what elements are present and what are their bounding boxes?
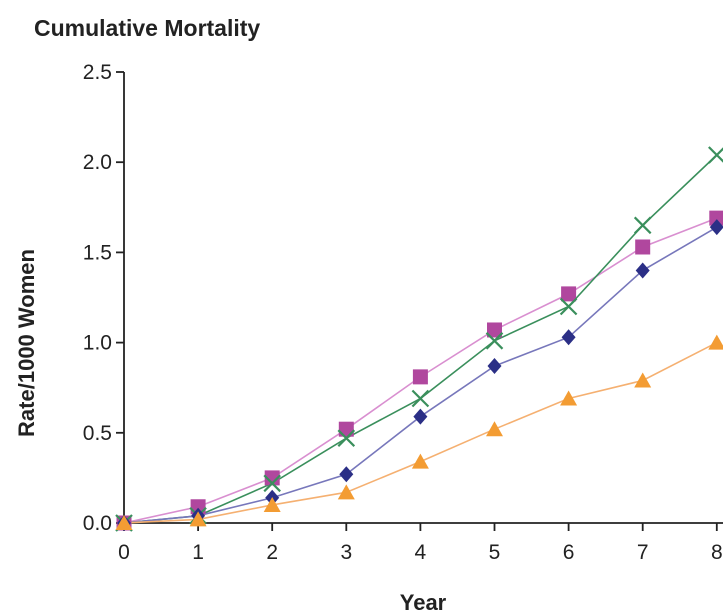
x-tick-label: 3 xyxy=(340,541,352,564)
x-tick-label: 4 xyxy=(415,541,427,564)
data-point-x-stroke xyxy=(559,297,578,316)
x-tick-label: 0 xyxy=(118,541,130,564)
data-point-triangle xyxy=(263,496,281,512)
chart-title: Cumulative Mortality xyxy=(34,15,260,41)
data-point-diamond xyxy=(413,408,428,425)
data-point-x xyxy=(411,389,430,408)
y-tick-label: 2.0 xyxy=(83,151,112,174)
data-point-triangle xyxy=(708,334,723,350)
y-tick-label: 1.5 xyxy=(83,241,112,264)
x-axis-label: Year xyxy=(400,590,447,615)
data-point-square xyxy=(264,470,280,486)
data-point-diamond xyxy=(635,262,650,279)
x-tick-label: 8 xyxy=(711,541,723,564)
data-point-square xyxy=(561,286,577,302)
axes xyxy=(123,72,723,524)
data-point-x-stroke xyxy=(337,429,356,447)
y-axis-label: Rate/1000 Women xyxy=(14,249,39,437)
data-point-x xyxy=(708,146,723,164)
tick-group: 0.0 0.5 1.0 1.5 2.0 2.5 0 1 2 3 4 5 6 7 8 xyxy=(83,61,723,564)
data-point-triangle xyxy=(560,390,578,406)
x-tick-label: 1 xyxy=(192,541,204,564)
data-point-x xyxy=(337,429,356,447)
x-tick-label: 2 xyxy=(266,541,278,564)
y-tick-label: 0.5 xyxy=(83,422,112,445)
data-point-square xyxy=(412,369,428,385)
data-point-x-stroke xyxy=(411,389,430,408)
data-point-square xyxy=(487,322,502,338)
data-point-x-stroke xyxy=(633,216,652,235)
data-point-triangle xyxy=(411,453,429,469)
x-tick-label: 5 xyxy=(489,541,501,564)
data-point-x xyxy=(559,297,578,316)
data-point-triangle xyxy=(486,421,503,437)
y-tick-label: 0.0 xyxy=(83,512,112,535)
data-point-x-stroke xyxy=(263,474,281,493)
data-point-triangle xyxy=(189,511,207,527)
x-tick-label: 7 xyxy=(637,541,649,564)
data-point-x xyxy=(633,216,652,235)
y-tick-label: 1.0 xyxy=(83,332,112,355)
data-point-diamond xyxy=(339,466,354,483)
data-point-x-stroke xyxy=(485,332,504,350)
data-point-x xyxy=(485,332,504,350)
data-point-triangle xyxy=(337,484,355,500)
data-point-x xyxy=(263,474,281,493)
data-point-diamond xyxy=(709,219,723,236)
series-markers xyxy=(115,146,723,532)
data-point-triangle xyxy=(115,515,133,530)
data-point-diamond xyxy=(561,329,576,346)
data-point-square xyxy=(635,239,651,255)
data-point-x-stroke xyxy=(708,147,723,164)
y-tick-label: 2.5 xyxy=(83,61,112,84)
data-point-triangle xyxy=(634,372,652,388)
data-point-diamond xyxy=(487,358,502,375)
data-point-square xyxy=(709,210,723,226)
x-tick-label: 6 xyxy=(563,541,575,564)
